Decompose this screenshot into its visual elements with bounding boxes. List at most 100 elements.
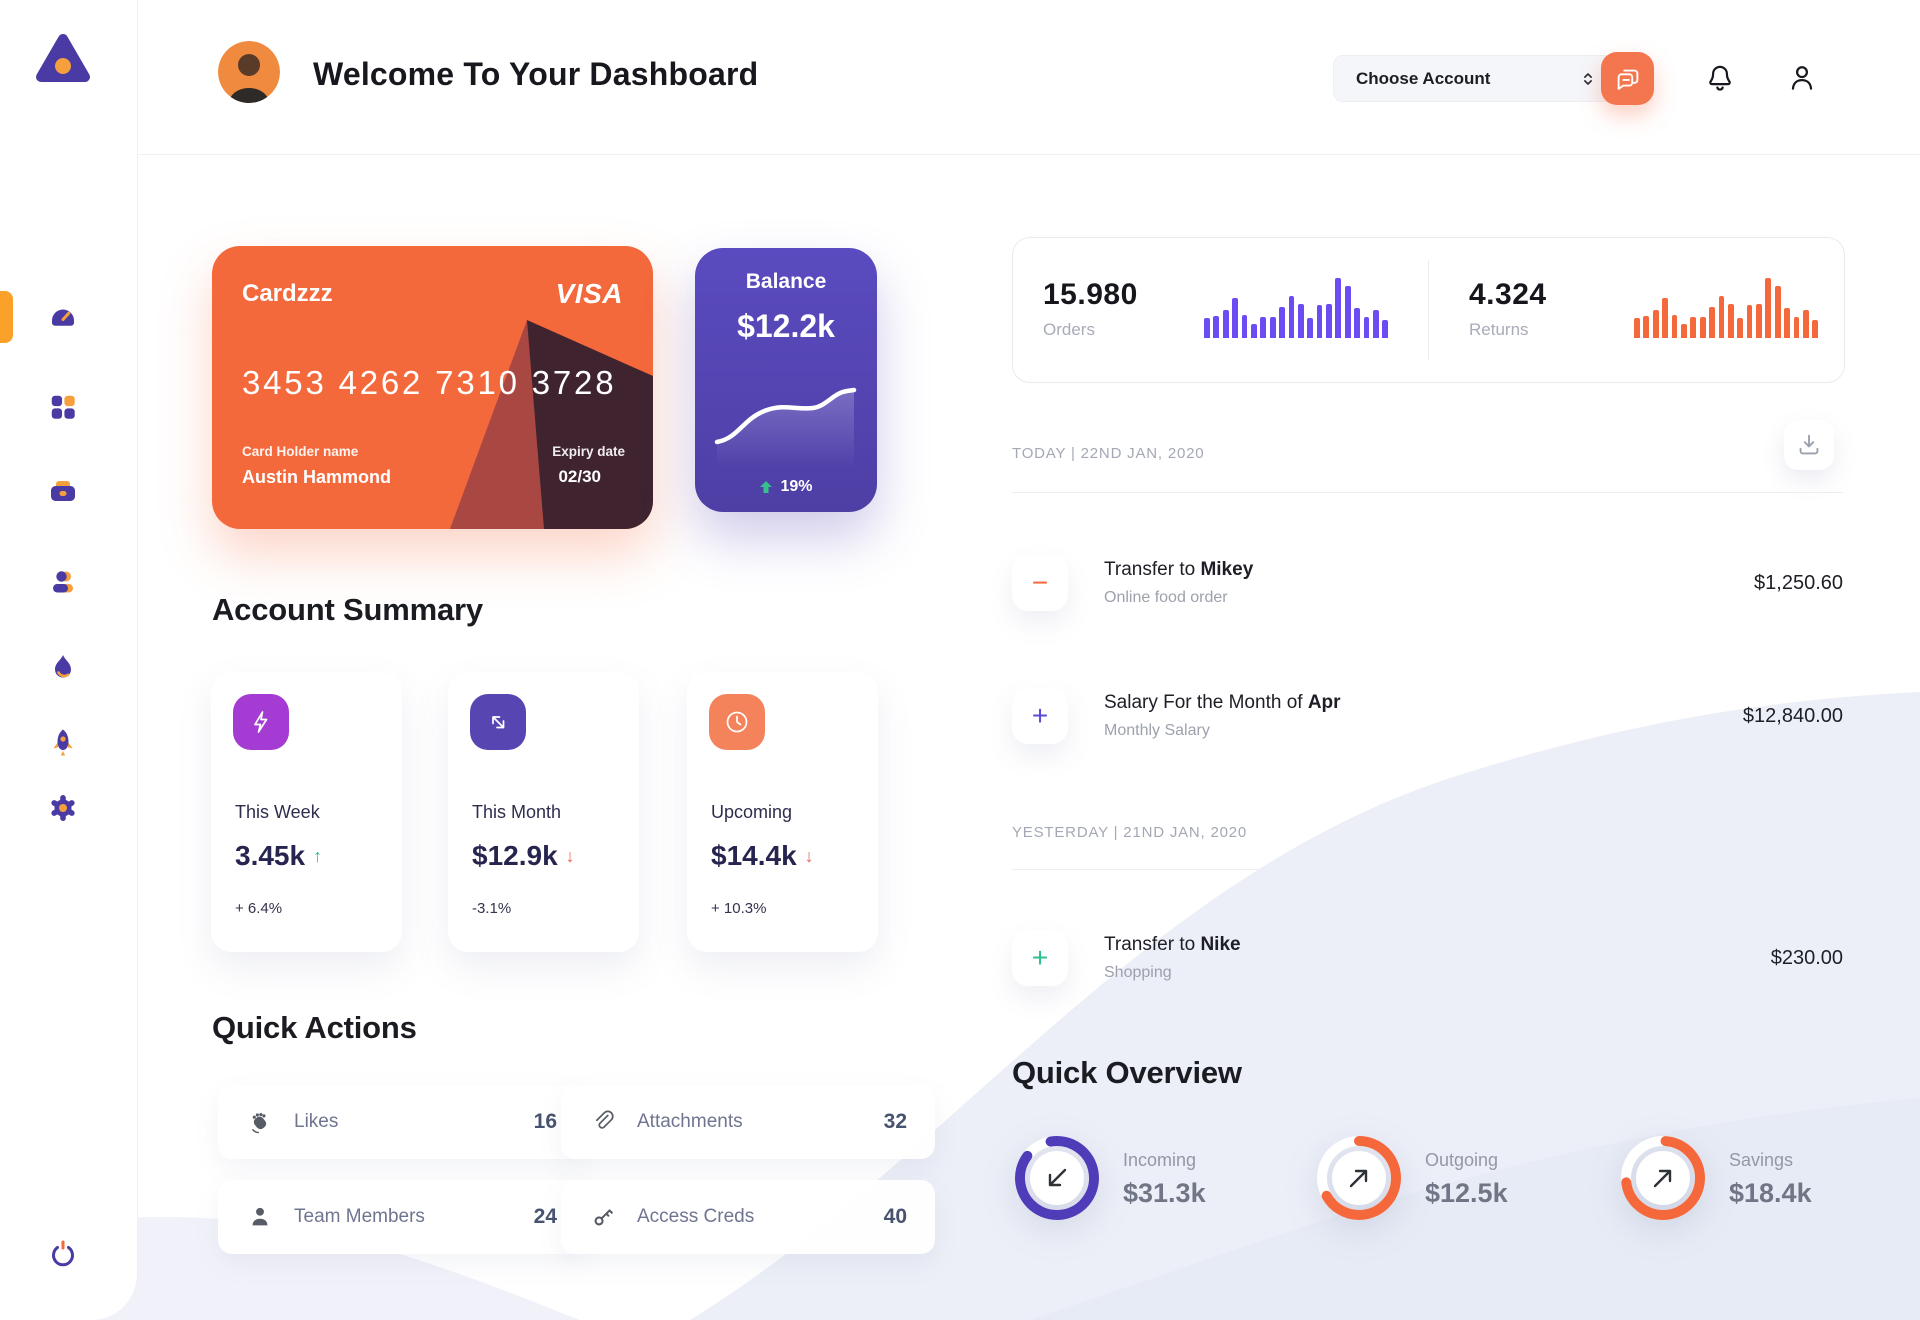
chevron-up-down-icon	[1584, 72, 1592, 85]
orders-value: 15.980	[1043, 278, 1138, 311]
transaction-title: Transfer to Nike	[1104, 934, 1241, 955]
chat-icon	[1617, 69, 1638, 90]
transaction-subtitle: Shopping	[1104, 964, 1172, 981]
sidebar-item-dashboard[interactable]	[35, 288, 91, 344]
divider	[1012, 869, 1843, 870]
plus-icon: +	[1031, 700, 1049, 731]
trend-arrow: ↑	[313, 845, 323, 866]
sidebar	[0, 0, 138, 1320]
power-icon	[52, 1240, 74, 1267]
download-button[interactable]	[1784, 420, 1834, 470]
minus-icon: −	[1031, 567, 1049, 598]
orders-label: Orders	[1043, 320, 1095, 339]
avatar[interactable]	[218, 41, 280, 103]
sidebar-item-work[interactable]	[35, 464, 91, 520]
person-icon	[53, 571, 73, 593]
card-name: Cardzzz	[242, 280, 333, 307]
divider	[1012, 492, 1843, 493]
quick-action-count: 24	[533, 1205, 557, 1228]
transaction-row[interactable]: + Transfer to Nike Shopping $230.00	[1012, 924, 1843, 992]
gauge-icon	[52, 309, 74, 326]
summary-label: This Week	[235, 802, 320, 822]
quick-action-likes[interactable]: Likes 16	[218, 1085, 585, 1159]
summary-label: Upcoming	[711, 802, 793, 822]
balance-card[interactable]: Balance $12.2k 19%	[695, 248, 877, 512]
sidebar-item-launch[interactable]	[35, 715, 91, 771]
sidebar-item-trending[interactable]	[35, 640, 91, 696]
orders-returns-card: 15.980 Orders 4.324 Returns	[1012, 237, 1845, 383]
app-logo[interactable]	[34, 30, 92, 92]
account-select[interactable]: Choose Account	[1333, 55, 1615, 102]
summary-card-this-week[interactable]: This Week 3.45k ↑ + 6.4%	[211, 672, 402, 952]
transaction-subtitle: Monthly Salary	[1104, 722, 1210, 739]
quick-action-label: Access Creds	[637, 1206, 755, 1227]
balance-change: 19%	[780, 478, 813, 495]
quick-action-label: Attachments	[637, 1111, 743, 1132]
outgoing-donut	[1317, 1136, 1401, 1220]
overview-incoming: Incoming $31.3k	[1009, 1130, 1309, 1230]
summary-delta: + 6.4%	[235, 900, 283, 917]
returns-value: 4.324	[1469, 278, 1547, 311]
member-icon	[252, 1207, 268, 1226]
overview-label: Outgoing	[1425, 1150, 1499, 1170]
card-expiry: 02/30	[558, 467, 601, 486]
gear-icon	[51, 795, 75, 821]
quick-action-team-members[interactable]: Team Members 24	[218, 1180, 585, 1254]
balance-sparkline	[714, 387, 857, 468]
overview-value: $31.3k	[1123, 1178, 1206, 1208]
card-number: 3453 4262 7310 3728	[242, 364, 617, 401]
returns-label: Returns	[1469, 320, 1529, 339]
arrow-up-right-icon	[1349, 1169, 1368, 1188]
overview-savings: Savings $18.4k	[1615, 1130, 1915, 1230]
profile-button[interactable]	[1785, 61, 1819, 95]
transaction-sign-tile: −	[1012, 555, 1068, 611]
notifications-button[interactable]	[1703, 61, 1737, 95]
sidebar-item-apps[interactable]	[35, 379, 91, 435]
quick-actions-heading: Quick Actions	[212, 1010, 417, 1045]
summary-card-this-month[interactable]: This Month $12.9k ↓ -3.1%	[448, 672, 639, 952]
quick-action-label: Likes	[294, 1111, 339, 1132]
quick-action-count: 16	[533, 1110, 557, 1133]
sidebar-item-people[interactable]	[35, 554, 91, 610]
rocket-icon	[53, 729, 73, 756]
summary-delta: + 10.3%	[711, 900, 767, 917]
summary-value: 3.45k	[235, 840, 306, 871]
transaction-amount: $1,250.60	[1754, 571, 1843, 594]
quick-action-access-creds[interactable]: Access Creds 40	[561, 1180, 935, 1254]
bell-icon	[1709, 65, 1731, 91]
overview-value: $18.4k	[1729, 1178, 1812, 1208]
sidebar-item-logout[interactable]	[35, 1226, 91, 1282]
summary-card-upcoming[interactable]: Upcoming $14.4k ↓ + 10.3%	[687, 672, 878, 952]
grid-icon	[51, 395, 75, 419]
overview-label: Savings	[1729, 1150, 1794, 1170]
key-icon	[594, 1209, 613, 1226]
transaction-title: Transfer to Mikey	[1104, 559, 1254, 580]
briefcase-icon	[51, 481, 75, 501]
bank-card[interactable]: Cardzzz VISA 3453 4262 7310 3728 Card Ho…	[212, 246, 653, 529]
transaction-sign-tile: +	[1012, 688, 1068, 744]
transaction-title: Salary For the Month of Apr	[1104, 692, 1341, 713]
summary-delta: -3.1%	[472, 900, 512, 917]
summary-label: This Month	[472, 802, 562, 822]
transaction-amount: $12,840.00	[1742, 704, 1843, 727]
quick-action-count: 32	[883, 1110, 907, 1133]
page-title: Welcome To Your Dashboard	[313, 56, 759, 92]
transaction-row[interactable]: + Salary For the Month of Apr Monthly Sa…	[1012, 682, 1843, 750]
quick-action-attachments[interactable]: Attachments 32	[561, 1085, 935, 1159]
returns-bar-chart	[1634, 278, 1819, 338]
flame-icon	[55, 655, 71, 678]
transaction-row[interactable]: − Transfer to Mikey Online food order $1…	[1012, 549, 1843, 617]
visa-logo: VISA	[555, 278, 623, 309]
account-select-label: Choose Account	[1356, 68, 1491, 88]
transaction-sign-tile: +	[1012, 930, 1068, 986]
sidebar-item-settings[interactable]	[35, 780, 91, 836]
user-icon	[1791, 66, 1813, 90]
card-expiry-label: Expiry date	[552, 444, 625, 459]
quick-action-label: Team Members	[294, 1206, 425, 1227]
trend-arrow: ↓	[565, 845, 575, 866]
arrow-down-left-icon	[1048, 1168, 1067, 1187]
savings-donut	[1621, 1136, 1705, 1220]
messages-button[interactable]	[1601, 52, 1654, 105]
overview-outgoing: Outgoing $12.5k	[1311, 1130, 1611, 1230]
